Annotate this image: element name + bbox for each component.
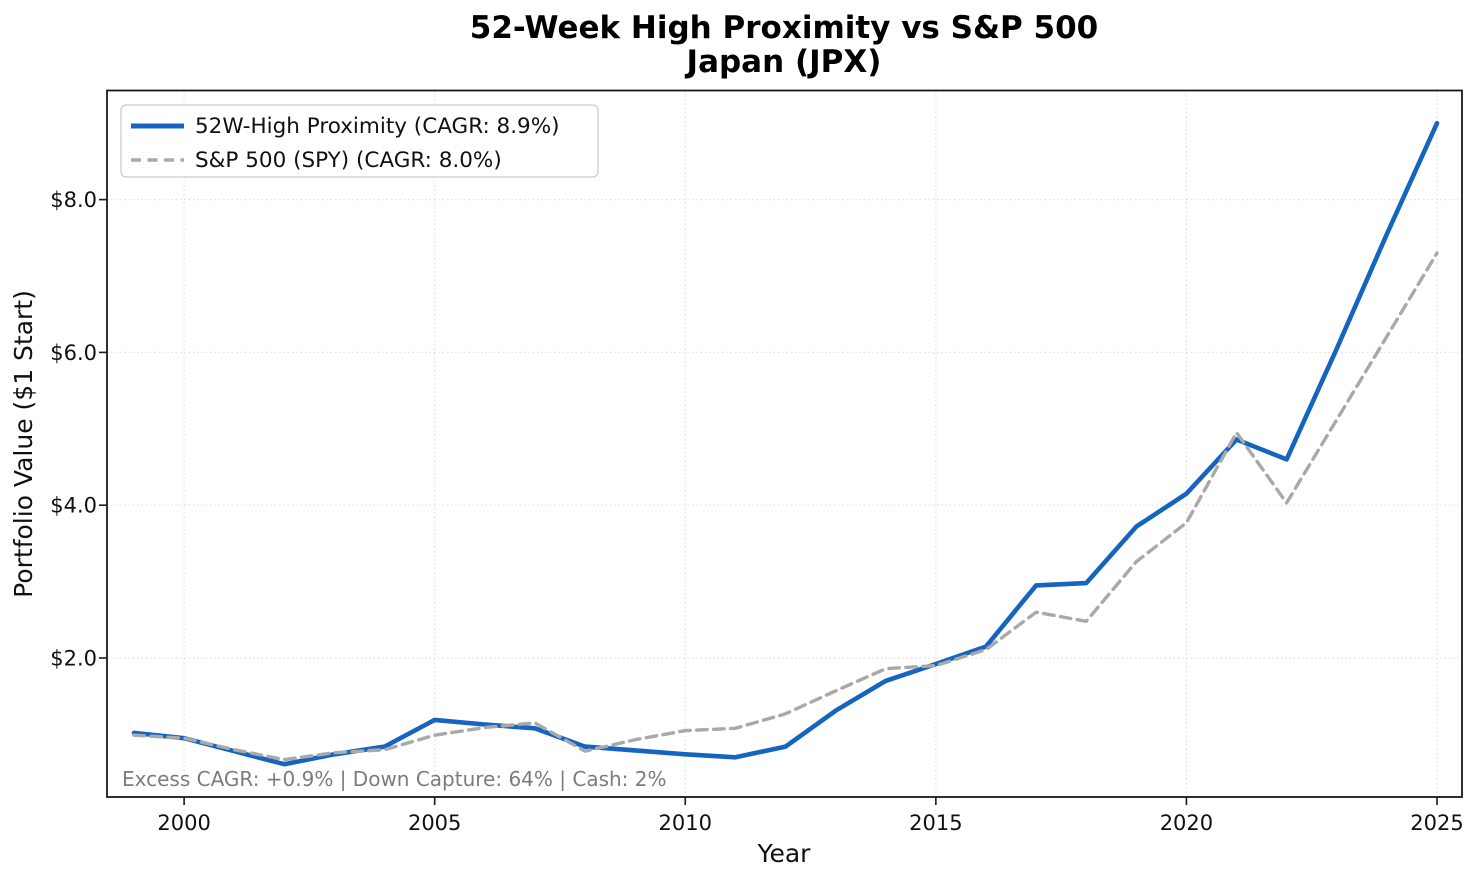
- x-tick-label: 2020: [1160, 811, 1213, 835]
- legend-box: 52W-High Proximity (CAGR: 8.9%) S&P 500 …: [120, 104, 599, 178]
- x-tick-label: 2005: [408, 811, 461, 835]
- y-tick-label: $6.0: [50, 341, 97, 365]
- x-axis-label: Year: [757, 839, 812, 868]
- grid-layer: [107, 90, 1462, 797]
- legend-frame: [120, 104, 599, 178]
- legend-label-benchmark: S&P 500 (SPY) (CAGR: 8.0%): [195, 148, 502, 173]
- chart-title-line2: Japan (JPX): [685, 44, 882, 80]
- x-tick-label: 2025: [1410, 811, 1463, 835]
- x-tick-label: 2010: [659, 811, 712, 835]
- plot-border: [106, 89, 1463, 798]
- y-tick-label: $8.0: [50, 188, 97, 212]
- series-line-strategy: [131, 120, 1440, 767]
- y-axis-label: Portfolio Value ($1 Start): [9, 290, 38, 598]
- y-tick-label: $2.0: [50, 647, 97, 671]
- legend-label-strategy: 52W-High Proximity (CAGR: 8.9%): [195, 114, 560, 139]
- series-layer: [131, 120, 1440, 767]
- series-line-benchmark: [132, 251, 1439, 762]
- x-tick-label: 2015: [909, 811, 962, 835]
- x-tick-label: 2000: [157, 811, 210, 835]
- tick-layer: 2000 2005 2010 2015 2020 2025 $2.0 $4.0 $6.0 $8.0: [50, 188, 1463, 835]
- y-tick-label: $4.0: [50, 494, 97, 518]
- stats-annotation: Excess CAGR: +0.9% | Down Capture: 64% |…: [122, 767, 667, 791]
- chart-title-line1: 52-Week High Proximity vs S&P 500: [470, 10, 1099, 46]
